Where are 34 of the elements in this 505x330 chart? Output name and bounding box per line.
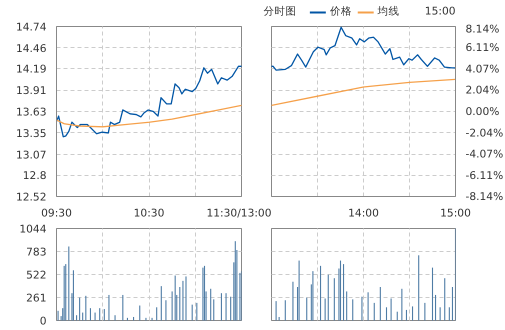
y-tick-label: 12.52 bbox=[16, 190, 47, 204]
text: 4.07% bbox=[466, 62, 500, 76]
text: 6.11% bbox=[466, 41, 500, 54]
y-tick-label: 12.8 bbox=[22, 169, 47, 182]
x-tick-label: 10:30 bbox=[134, 206, 165, 220]
text: 8.14% bbox=[466, 22, 500, 36]
y-tick-label: 14.74 bbox=[16, 20, 47, 34]
y-tick-label: 261 bbox=[26, 292, 47, 304]
x-tick-label: 09:30 bbox=[41, 206, 72, 220]
y-tick-label: 13.35 bbox=[16, 126, 47, 140]
legend-label: 价格 bbox=[328, 4, 352, 18]
text: -4.07% bbox=[466, 148, 504, 160]
y-tick-label: 522 bbox=[26, 268, 47, 282]
x-tick-label: 11:30/13:00 bbox=[206, 206, 272, 220]
y-tick-label: 1044 bbox=[19, 222, 47, 236]
text: 0.00% bbox=[466, 105, 500, 118]
y-tick-label: 13.07 bbox=[16, 148, 47, 162]
text: -8.14% bbox=[466, 190, 504, 203]
y-tick-label: 14.19 bbox=[16, 62, 47, 76]
legend-label: 均线 bbox=[376, 4, 400, 18]
x-tick-label: 15:00 bbox=[440, 206, 472, 220]
line-series bbox=[56, 66, 242, 138]
y-tick-label: 14.46 bbox=[16, 42, 47, 55]
y-tick-label: 0 bbox=[40, 314, 47, 328]
chart-title: 分时图 bbox=[263, 4, 296, 18]
y-tick-label: 13.91 bbox=[16, 84, 47, 98]
y-tick-label: 783 bbox=[26, 246, 47, 258]
y-tick-label: 13.63 bbox=[16, 106, 47, 118]
text: 2.04% bbox=[466, 84, 500, 97]
text: 15:00 bbox=[424, 4, 456, 18]
line-series bbox=[56, 104, 242, 128]
x-tick-label: 14:00 bbox=[348, 206, 380, 220]
text: -6.11% bbox=[466, 168, 504, 182]
text: -2.04% bbox=[466, 126, 504, 140]
